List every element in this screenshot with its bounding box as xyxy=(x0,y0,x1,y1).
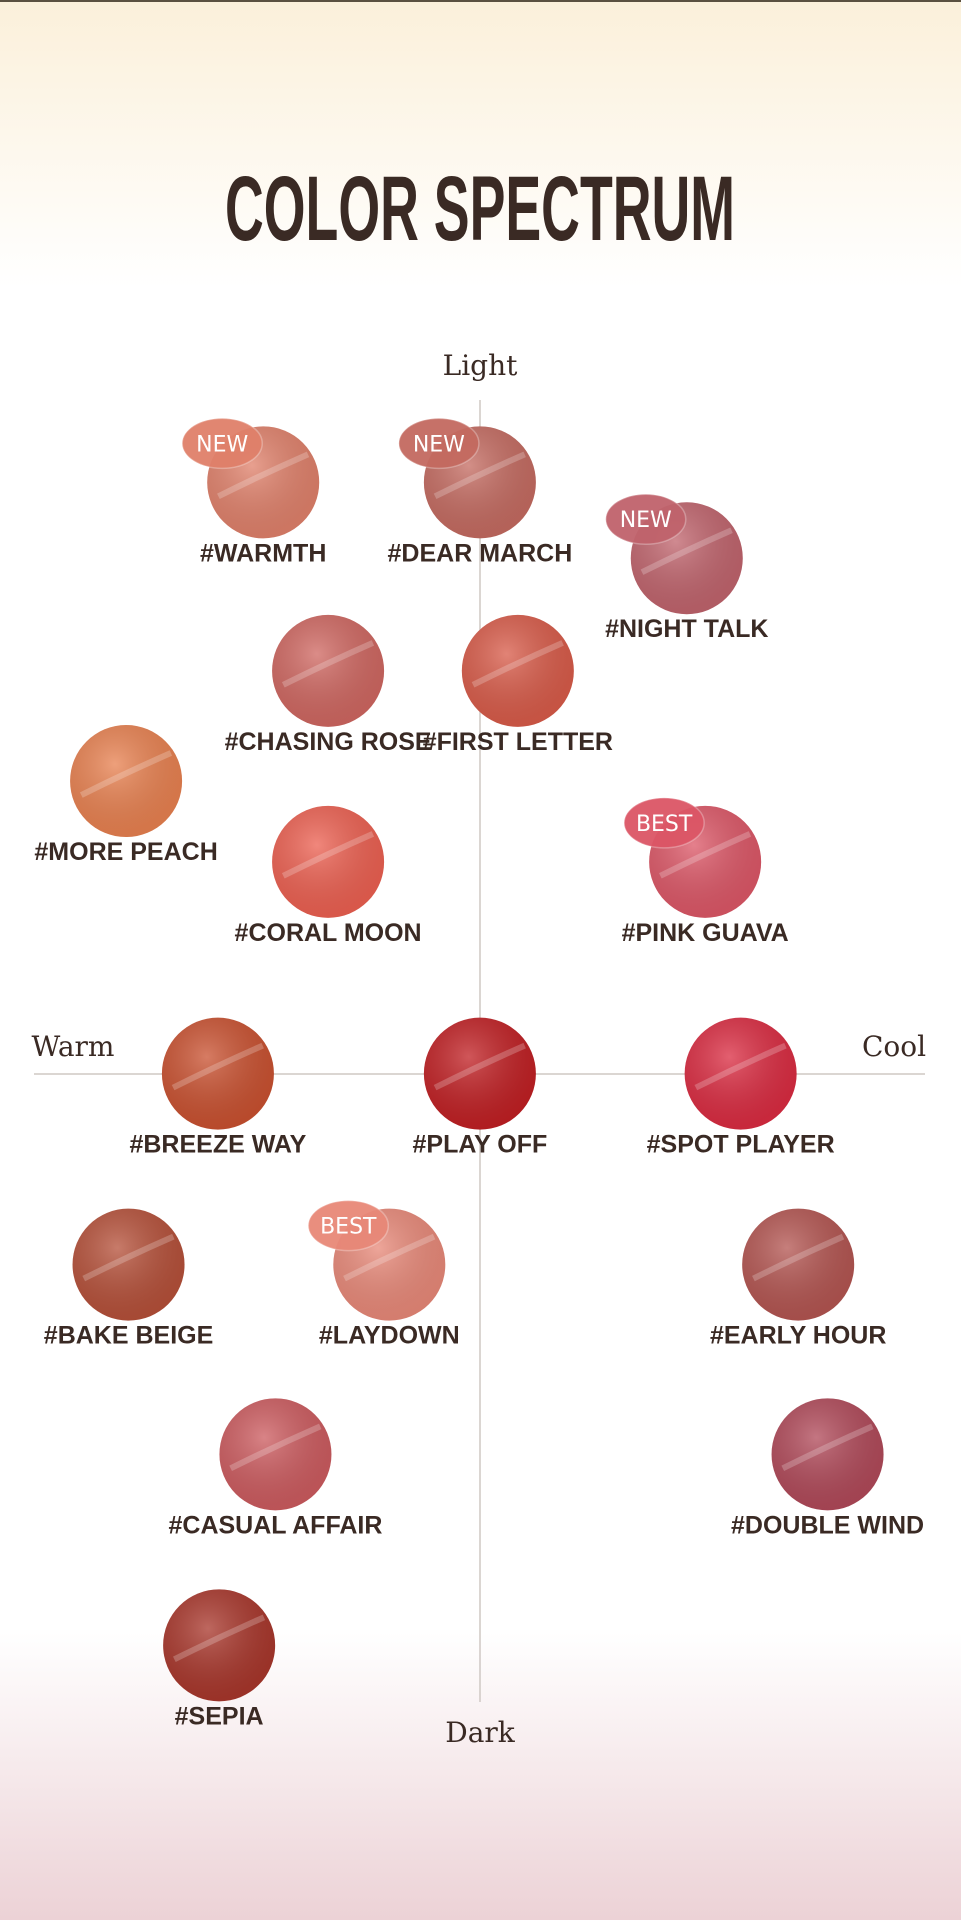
swatch-label: #CORAL MOON xyxy=(235,919,422,947)
badge-bg xyxy=(605,493,687,545)
axis-label-right: Cool xyxy=(862,1030,926,1063)
top-border xyxy=(0,0,961,2)
swatch-label: #BREEZE WAY xyxy=(129,1131,306,1159)
swatch-label: #PLAY OFF xyxy=(413,1131,548,1159)
swatch-label: #CASUAL AFFAIR xyxy=(168,1511,382,1539)
swatch-streak xyxy=(343,1233,436,1282)
badge-bg xyxy=(398,417,480,470)
swatch-streak xyxy=(433,1042,526,1091)
swatch-label: #SEPIA xyxy=(175,1702,264,1730)
swatch-streak xyxy=(471,640,564,688)
swatch-label: #NIGHT TALK xyxy=(605,615,768,643)
swatch-label: #DOUBLE WIND xyxy=(731,1511,924,1539)
swatch-shine xyxy=(72,1208,185,1321)
swatch-streak xyxy=(658,831,752,879)
swatch-streak xyxy=(172,1614,266,1663)
swatch-shine xyxy=(70,725,183,838)
swatch-shine xyxy=(771,1398,884,1511)
badge-label: NEW xyxy=(413,432,465,457)
swatch-label: #FIRST LETTER xyxy=(423,728,613,756)
swatch-streak xyxy=(640,527,733,575)
swatch-label: #SPOT PLAYER xyxy=(647,1131,835,1159)
swatch-streak xyxy=(82,1233,175,1282)
swatch-streak xyxy=(281,640,375,688)
title: COLOR SPECTRUM xyxy=(225,158,735,260)
badge-label: NEW xyxy=(620,508,672,533)
swatch-streak xyxy=(79,750,173,798)
swatch-label: #DEAR MARCH xyxy=(388,539,573,567)
badge-bg xyxy=(181,417,263,470)
swatch-streak xyxy=(229,1423,322,1472)
axis-label-bottom: Dark xyxy=(445,1716,516,1749)
swatch-label: #MORE PEACH xyxy=(34,838,217,866)
swatch-shine xyxy=(461,614,574,727)
swatch-streak xyxy=(752,1233,845,1282)
swatch-streak xyxy=(694,1042,787,1091)
badge-label: BEST xyxy=(636,812,693,837)
swatch-streak xyxy=(433,451,526,500)
swatch-shine xyxy=(219,1398,332,1511)
swatch-streak xyxy=(217,451,310,500)
swatch-shine xyxy=(163,1589,276,1702)
swatch-streak xyxy=(171,1042,264,1091)
swatch-label: #BAKE BEIGE xyxy=(44,1322,213,1350)
swatch-shine xyxy=(272,614,385,727)
swatch-streak xyxy=(781,1423,874,1472)
swatch-shine xyxy=(684,1017,797,1130)
swatch-label: #CHASING ROSE xyxy=(225,728,432,756)
axis-label-top: Light xyxy=(443,349,519,382)
badge-bg xyxy=(307,1199,390,1252)
swatches: #WARMTH NEW #DEAR MARCH NEW #NIGHT TALK NEW #C… xyxy=(34,417,924,1730)
swatch-label: #EARLY HOUR xyxy=(710,1322,886,1350)
swatch-label: #PINK GUAVA xyxy=(622,919,789,947)
badge-label: BEST xyxy=(320,1215,377,1240)
swatch-streak xyxy=(281,831,375,879)
swatch-shine xyxy=(161,1017,274,1130)
axis-label-left: Warm xyxy=(32,1030,115,1063)
swatch-shine xyxy=(742,1208,855,1321)
swatch-shine xyxy=(423,1017,536,1130)
badge-bg xyxy=(623,797,705,849)
badge-label: NEW xyxy=(196,432,248,457)
swatch-shine xyxy=(272,805,385,918)
swatch-label: #LAYDOWN xyxy=(319,1322,460,1350)
swatch-label: #WARMTH xyxy=(200,539,326,567)
